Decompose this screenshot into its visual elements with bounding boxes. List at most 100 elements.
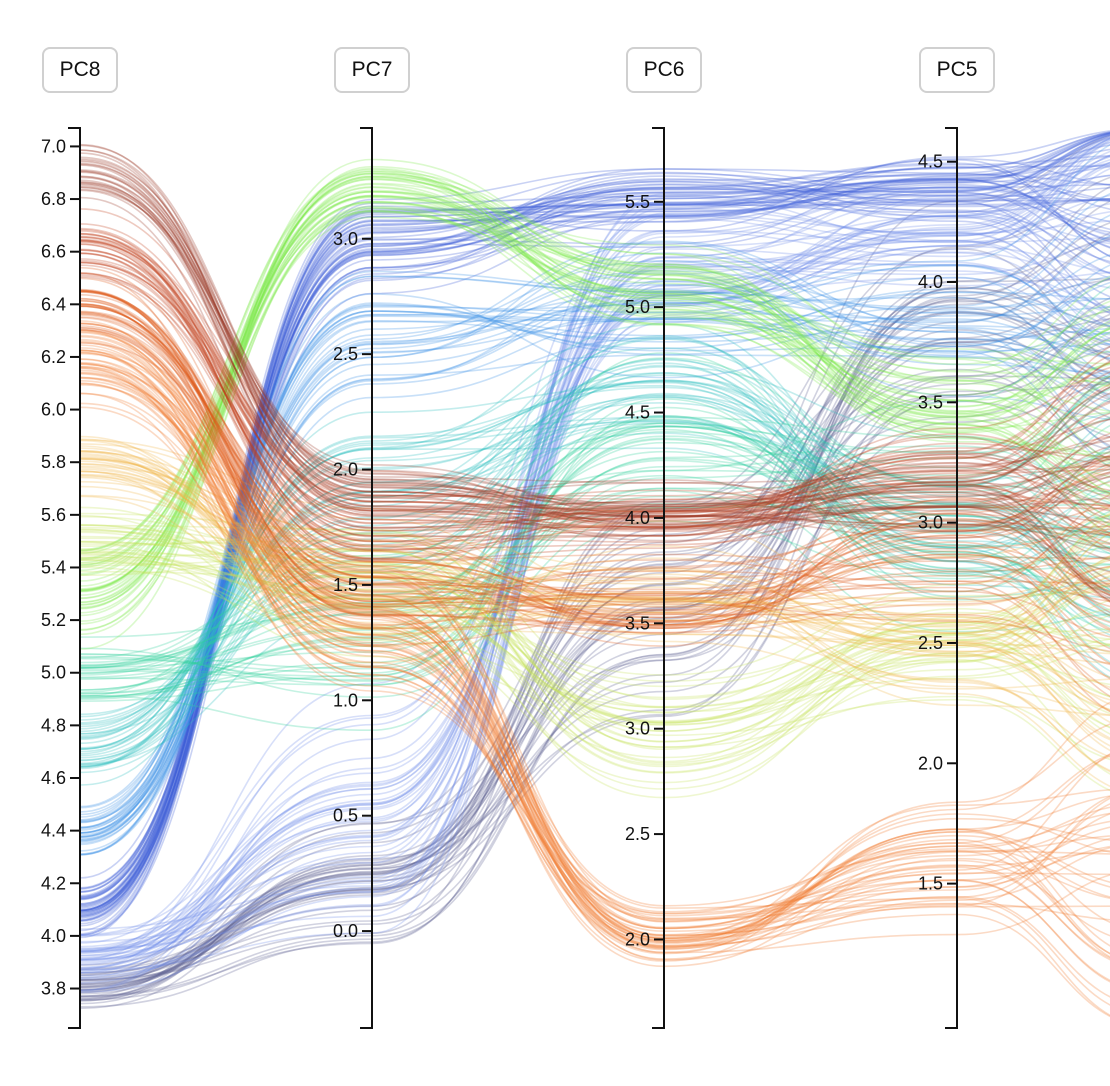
data-line <box>79 365 1110 968</box>
data-line <box>79 240 1110 822</box>
data-line <box>79 166 1110 913</box>
data-line <box>79 392 1110 1006</box>
data-line <box>79 201 1110 600</box>
data-line <box>79 380 1110 664</box>
data-line <box>79 447 1110 745</box>
data-line <box>79 241 1110 852</box>
data-line <box>79 231 1110 969</box>
data-line <box>79 156 1110 984</box>
data-line <box>79 373 1110 998</box>
data-line <box>79 183 1110 917</box>
data-line <box>79 155 1110 920</box>
tick-label: 4.8 <box>41 715 66 735</box>
data-line <box>79 183 1110 524</box>
data-line <box>79 320 1110 955</box>
data-line <box>79 349 1110 962</box>
data-line <box>79 420 1110 750</box>
data-line <box>79 228 1110 552</box>
data-line <box>79 164 1110 529</box>
data-line <box>79 439 1110 716</box>
data-line <box>79 178 1110 936</box>
data-line <box>79 315 1110 855</box>
data-line <box>79 182 1110 614</box>
axis-header-pc5[interactable]: PC5 <box>919 47 995 93</box>
data-line <box>79 381 1110 770</box>
data-line <box>79 161 1110 979</box>
data-line <box>79 238 1110 501</box>
data-line <box>79 252 1110 537</box>
data-line <box>79 443 1110 690</box>
data-line <box>79 132 1110 900</box>
data-line <box>79 160 1110 542</box>
data-line <box>79 515 1110 743</box>
data-line <box>79 252 1110 841</box>
data-line <box>79 337 1110 977</box>
data-line <box>79 273 1110 535</box>
tick-label: 0.0 <box>333 921 358 941</box>
tick-label: 7.0 <box>41 136 66 156</box>
data-line <box>79 344 1110 947</box>
data-line <box>79 425 1110 669</box>
data-line <box>79 283 1110 809</box>
data-line <box>79 216 1110 593</box>
axis-header-pc8[interactable]: PC8 <box>42 47 118 93</box>
tick-label: 4.0 <box>625 508 650 528</box>
data-line <box>79 213 1110 961</box>
data-line <box>79 358 1110 921</box>
data-line <box>79 454 1110 624</box>
axis-header-pc6[interactable]: PC6 <box>626 47 702 93</box>
data-line <box>79 335 1110 724</box>
data-line <box>79 230 1110 544</box>
data-line <box>79 178 1110 575</box>
data-line <box>79 450 1110 648</box>
axis-header-pc7[interactable]: PC7 <box>334 47 410 93</box>
data-line <box>79 152 1110 537</box>
data-line <box>79 190 1110 561</box>
data-line <box>79 358 1110 761</box>
data-line <box>79 175 1110 529</box>
data-line <box>79 134 1110 927</box>
data-line <box>79 331 1110 1018</box>
data-line <box>79 178 1110 592</box>
data-line <box>79 200 1110 1002</box>
data-line <box>79 524 1110 701</box>
data-line <box>79 176 1110 989</box>
data-line <box>79 540 1110 726</box>
data-line <box>79 175 1110 603</box>
data-line <box>79 400 1110 1005</box>
data-line <box>79 232 1110 595</box>
data-line <box>79 316 1110 823</box>
axis-line <box>652 127 665 1029</box>
data-line <box>79 179 1110 561</box>
data-line <box>79 194 1110 961</box>
data-line <box>79 277 1110 606</box>
data-line <box>79 167 1110 948</box>
data-line <box>79 343 1110 984</box>
data-line <box>79 303 1110 608</box>
data-line <box>79 367 1110 958</box>
data-line <box>79 321 1110 1010</box>
data-line <box>79 376 1110 983</box>
data-line <box>79 265 1110 959</box>
data-line <box>79 322 1110 936</box>
data-line <box>79 248 1110 543</box>
tick-label: 5.6 <box>41 505 66 525</box>
data-line <box>79 178 1110 915</box>
data-line <box>79 396 1110 767</box>
data-line <box>79 368 1110 1000</box>
tick-label: 4.6 <box>41 768 66 788</box>
data-line <box>79 302 1110 856</box>
data-line <box>79 551 1110 676</box>
tick-label: 5.5 <box>625 192 650 212</box>
data-line <box>79 195 1110 572</box>
data-line <box>79 239 1110 955</box>
tick-label: 3.5 <box>918 392 943 412</box>
data-line <box>79 251 1110 930</box>
data-line <box>79 190 1110 592</box>
data-line <box>79 133 1110 893</box>
data-line <box>79 449 1110 772</box>
data-line <box>79 264 1110 524</box>
data-line <box>79 301 1110 856</box>
data-line <box>79 181 1110 506</box>
data-line <box>79 235 1110 818</box>
